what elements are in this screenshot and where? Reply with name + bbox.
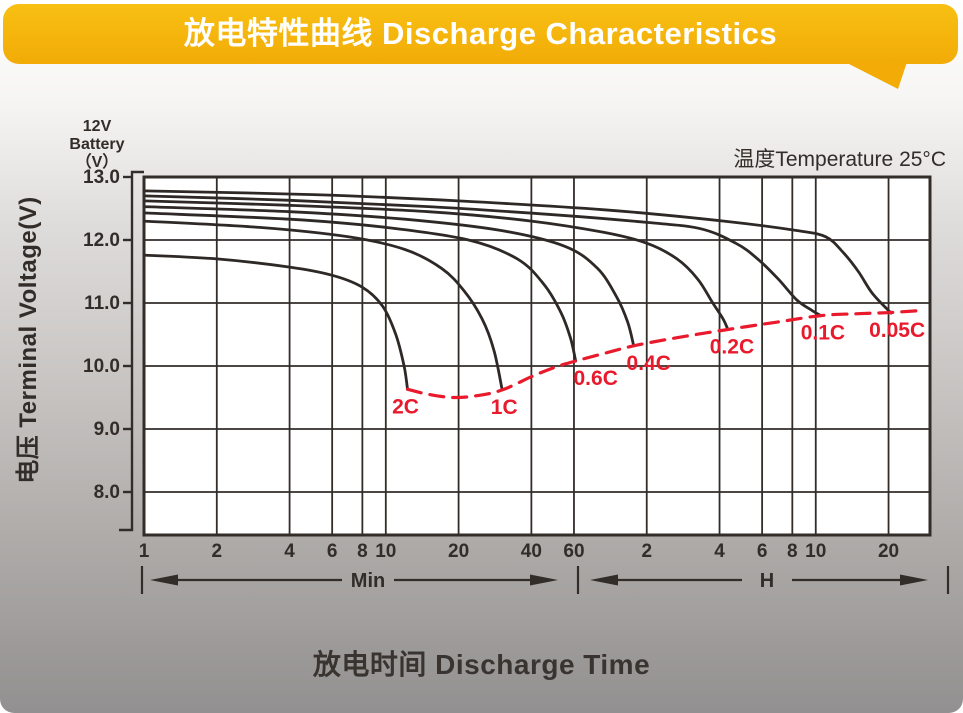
curve-0.2C — [142, 199, 730, 331]
curve-0.4C — [142, 205, 636, 348]
x-tick-label-min: 4 — [284, 541, 295, 562]
curve-2C — [142, 253, 409, 391]
y-tick-label: 12.0 — [83, 230, 120, 251]
series-label-0.6C: 0.6C — [574, 367, 618, 390]
x-tick-label-hour: 20 — [878, 541, 899, 562]
curve-0.1C — [142, 194, 823, 317]
y-axis-title: 电压 Terminal Voltage(V) — [15, 196, 42, 483]
end-of-discharge-line — [405, 309, 922, 400]
battery-note-line: （V） — [76, 153, 119, 171]
page-title: 放电特性曲线 Discharge Characteristics — [183, 16, 778, 51]
x-tick-label-min: 20 — [448, 541, 469, 562]
series-label-0.1C: 0.1C — [801, 322, 845, 345]
x-tick-label-hour: 6 — [757, 541, 768, 562]
series-label-0.4C: 0.4C — [627, 352, 671, 375]
series-label-2C: 2C — [392, 395, 419, 418]
x-tick-label-min: 2 — [211, 541, 222, 562]
unit-range-arrows: Min H — [140, 566, 950, 594]
y-tick-label: 10.0 — [83, 356, 120, 377]
x-tick-label-hour: 10 — [805, 541, 826, 562]
x-tick-label-hour: 4 — [714, 541, 725, 562]
x-axis-labels: 1 2 4 6 8 10 20 40 60 2 4 6 8 10 20 — [139, 541, 899, 562]
y-tick-label: 9.0 — [94, 419, 120, 440]
x-tick-label-hour: 8 — [787, 541, 798, 562]
banner-tail-icon — [845, 62, 907, 89]
plot-area — [144, 177, 930, 535]
y-tick-label: 13.0 — [83, 167, 120, 188]
x-tick-label-min: 8 — [357, 541, 368, 562]
series-label-1C: 1C — [491, 396, 518, 419]
x-tick-label-min: 1 — [139, 541, 150, 562]
discharge-chart: 0.05C 0.1C 0.2C 0.4C 0.6C 1C 2C 13.0 12.0 11.0 10.… — [15, 118, 950, 594]
x-tick-label-min: 6 — [327, 541, 338, 562]
curve-0.6C — [142, 211, 578, 363]
y-axis-labels: 13.0 12.0 11.0 10.0 9.0 8.0 — [83, 167, 132, 503]
plot-frame — [142, 175, 932, 537]
series-label-0.2C: 0.2C — [710, 335, 754, 358]
y-tick-label: 11.0 — [84, 293, 120, 314]
title-banner: 放电特性曲线 Discharge Characteristics — [3, 4, 958, 64]
curve-0.05C — [142, 189, 893, 315]
curve-1C — [142, 219, 504, 392]
y-axis-bracket — [119, 170, 144, 532]
battery-note-line: 12V — [83, 118, 112, 135]
x-tick-label-min: 10 — [375, 541, 396, 562]
arrowhead-right-icon — [530, 574, 558, 586]
series-label-0.05C: 0.05C — [869, 319, 925, 342]
arrowhead-right-icon — [900, 574, 928, 586]
y-tick-label: 8.0 — [94, 482, 120, 503]
x-tick-label-min: 60 — [563, 541, 584, 562]
x-axis-title: 放电时间 Discharge Time — [312, 649, 651, 680]
temperature-label: 温度Temperature 25°C — [733, 148, 946, 171]
x-tick-label-min: 40 — [521, 541, 542, 562]
arrowhead-left-icon — [150, 574, 178, 586]
hour-range-label: H — [760, 570, 774, 592]
arrowhead-left-icon — [590, 574, 618, 586]
x-tick-label-hour: 2 — [641, 541, 652, 562]
min-range-label: Min — [351, 570, 385, 592]
battery-note-line: Battery — [69, 136, 124, 153]
